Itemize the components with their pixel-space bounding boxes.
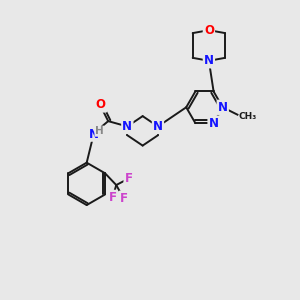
Text: N: N bbox=[204, 54, 214, 67]
Text: F: F bbox=[120, 192, 128, 205]
Text: N: N bbox=[153, 120, 163, 133]
Text: F: F bbox=[124, 172, 133, 185]
Text: O: O bbox=[204, 24, 214, 37]
Text: N: N bbox=[122, 120, 132, 133]
Text: O: O bbox=[96, 98, 106, 111]
Text: H: H bbox=[95, 126, 104, 136]
Text: N: N bbox=[218, 101, 228, 114]
Text: CH₃: CH₃ bbox=[239, 112, 257, 121]
Text: F: F bbox=[109, 191, 117, 204]
Text: N: N bbox=[88, 128, 98, 141]
Text: N: N bbox=[208, 117, 219, 130]
